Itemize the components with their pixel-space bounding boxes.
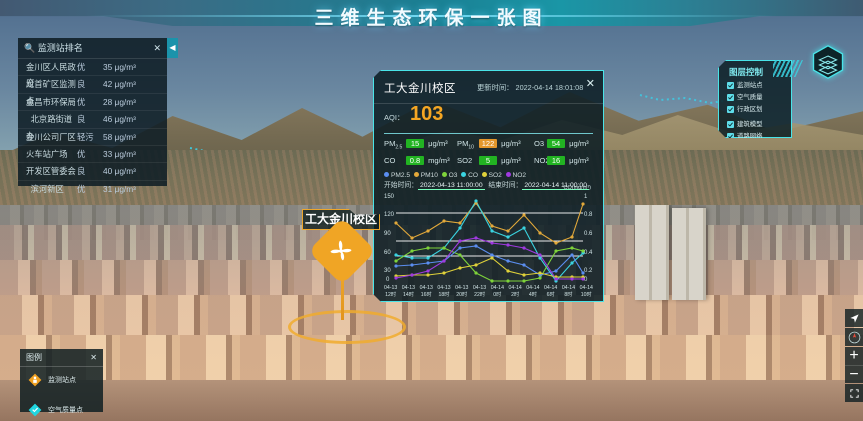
svg-text:60: 60 — [384, 250, 391, 256]
svg-text:120: 120 — [384, 212, 395, 218]
svg-text:1: 1 — [584, 194, 588, 200]
svg-text:0.6: 0.6 — [584, 231, 593, 237]
svg-text:0.2: 0.2 — [584, 268, 593, 274]
svg-text:0.8: 0.8 — [584, 212, 593, 218]
svg-text:0: 0 — [386, 277, 390, 283]
svg-text:90: 90 — [384, 231, 391, 237]
svg-text:0.4: 0.4 — [584, 250, 593, 256]
svg-text:30: 30 — [384, 268, 391, 274]
svg-text:150: 150 — [384, 194, 395, 200]
svg-text:0: 0 — [584, 277, 588, 283]
